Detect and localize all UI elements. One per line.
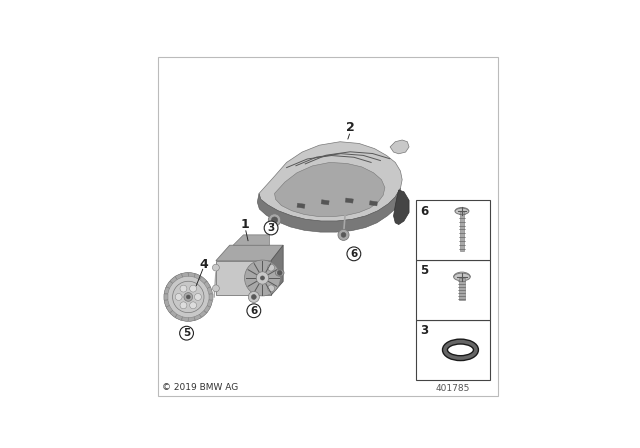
FancyBboxPatch shape <box>182 272 188 277</box>
FancyBboxPatch shape <box>188 317 195 322</box>
Ellipse shape <box>454 273 470 281</box>
Circle shape <box>268 214 281 226</box>
Text: 401785: 401785 <box>436 383 470 392</box>
Circle shape <box>247 304 260 318</box>
Circle shape <box>244 260 280 296</box>
FancyBboxPatch shape <box>200 276 207 284</box>
Circle shape <box>180 285 187 292</box>
Bar <box>459 278 465 301</box>
Bar <box>416 320 490 380</box>
Bar <box>321 200 329 205</box>
Text: 3: 3 <box>420 324 428 337</box>
Circle shape <box>175 293 182 301</box>
Text: 4: 4 <box>200 258 208 271</box>
Circle shape <box>180 326 193 340</box>
FancyBboxPatch shape <box>209 294 212 300</box>
FancyBboxPatch shape <box>170 310 177 317</box>
Text: 3: 3 <box>268 223 275 233</box>
Bar <box>297 203 305 208</box>
FancyBboxPatch shape <box>194 314 201 320</box>
Circle shape <box>268 264 275 271</box>
FancyBboxPatch shape <box>207 300 212 307</box>
FancyBboxPatch shape <box>204 306 211 313</box>
Polygon shape <box>259 142 402 221</box>
Ellipse shape <box>455 208 469 215</box>
Text: © 2019 BMW AG: © 2019 BMW AG <box>162 383 238 392</box>
Circle shape <box>268 285 275 292</box>
Circle shape <box>264 221 278 235</box>
FancyBboxPatch shape <box>164 300 170 307</box>
Polygon shape <box>216 245 283 261</box>
Circle shape <box>277 271 282 275</box>
Bar <box>369 201 378 206</box>
FancyBboxPatch shape <box>175 274 182 280</box>
FancyBboxPatch shape <box>175 314 182 320</box>
Bar <box>416 260 490 320</box>
FancyBboxPatch shape <box>204 281 211 289</box>
Circle shape <box>341 233 346 237</box>
Polygon shape <box>233 235 269 245</box>
Polygon shape <box>257 188 401 232</box>
Circle shape <box>212 264 220 271</box>
Circle shape <box>256 272 269 284</box>
Circle shape <box>164 273 212 321</box>
FancyBboxPatch shape <box>164 294 168 300</box>
Circle shape <box>347 247 361 261</box>
Circle shape <box>260 276 264 280</box>
Circle shape <box>184 293 193 302</box>
FancyBboxPatch shape <box>170 276 177 284</box>
Polygon shape <box>216 261 271 295</box>
FancyBboxPatch shape <box>166 306 173 313</box>
Text: 6: 6 <box>250 306 257 316</box>
Circle shape <box>173 281 204 313</box>
Text: 5: 5 <box>183 328 190 338</box>
Circle shape <box>338 229 349 241</box>
FancyBboxPatch shape <box>166 281 173 289</box>
FancyBboxPatch shape <box>182 317 188 322</box>
Circle shape <box>186 295 190 299</box>
Text: 6: 6 <box>350 249 358 259</box>
Polygon shape <box>394 190 409 224</box>
Circle shape <box>252 294 256 299</box>
FancyBboxPatch shape <box>200 310 207 317</box>
Ellipse shape <box>275 269 284 276</box>
Circle shape <box>189 302 196 309</box>
Text: 5: 5 <box>420 264 428 277</box>
FancyBboxPatch shape <box>194 274 201 280</box>
FancyBboxPatch shape <box>164 287 170 294</box>
Polygon shape <box>275 163 385 216</box>
Bar <box>345 198 353 203</box>
Text: 1: 1 <box>241 218 250 231</box>
Polygon shape <box>271 245 283 295</box>
Text: 2: 2 <box>346 121 355 134</box>
Text: 6: 6 <box>420 204 428 218</box>
Circle shape <box>195 293 202 301</box>
Polygon shape <box>390 140 409 154</box>
Circle shape <box>212 285 220 292</box>
Circle shape <box>180 302 187 309</box>
FancyBboxPatch shape <box>188 272 195 277</box>
FancyBboxPatch shape <box>207 287 212 294</box>
Bar <box>460 211 465 251</box>
Circle shape <box>271 217 278 223</box>
Circle shape <box>189 285 196 292</box>
Circle shape <box>248 292 259 302</box>
Bar <box>416 200 490 260</box>
